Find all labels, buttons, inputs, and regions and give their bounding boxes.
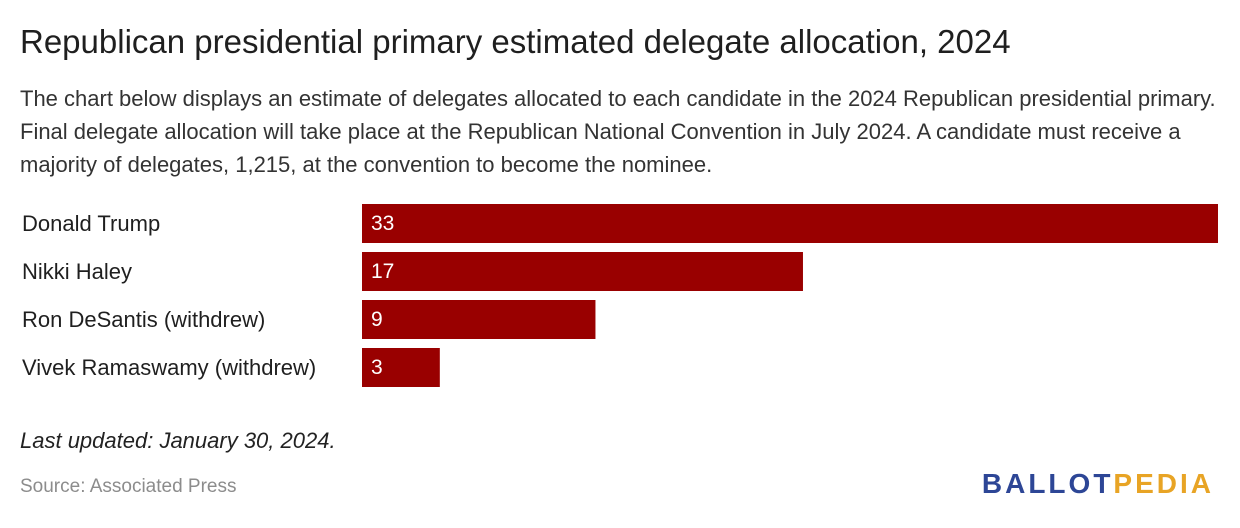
category-label: Ron DeSantis (withdrew) [22, 307, 265, 332]
bar [362, 300, 596, 339]
category-label: Nikki Haley [22, 259, 132, 284]
source-note: Source: Associated Press [20, 476, 237, 497]
bar [362, 348, 440, 387]
chart-title: Republican presidential primary estimate… [20, 23, 1011, 60]
category-label: Vivek Ramaswamy (withdrew) [22, 355, 316, 380]
logo-pedia-text: PEDIA [1113, 468, 1214, 499]
logo-ballot-text: BALLOT [981, 468, 1114, 499]
bar [362, 204, 1218, 243]
last-updated-note: Last updated: January 30, 2024. [20, 428, 336, 453]
bar-value-label: 9 [371, 308, 383, 331]
chart-subtitle: The chart below displays an estimate of … [20, 86, 1216, 177]
category-label: Donald Trump [22, 211, 160, 236]
ballotpedia-logo: BALLOTPEDIA [982, 466, 1214, 502]
bar-value-label: 17 [371, 260, 394, 283]
bar-value-label: 3 [371, 356, 383, 379]
bar-value-label: 33 [371, 212, 394, 235]
bar [362, 252, 803, 291]
